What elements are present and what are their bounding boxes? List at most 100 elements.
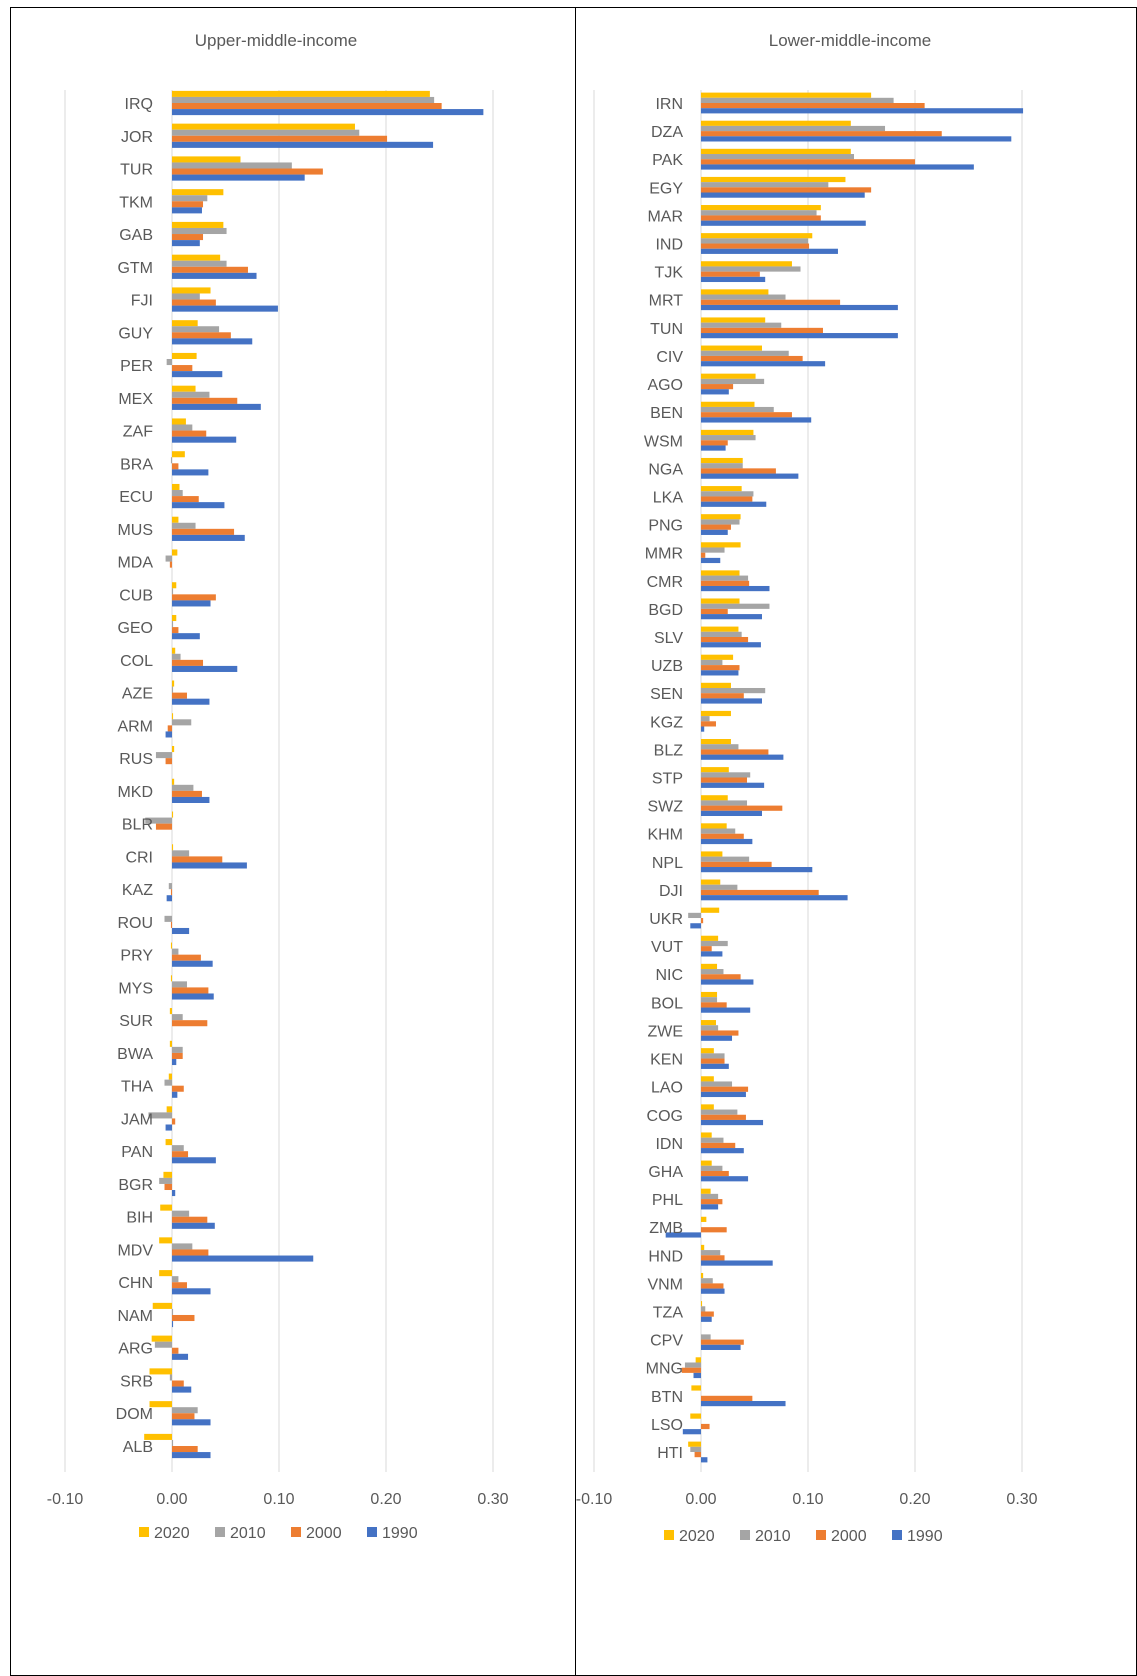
bar-2010-vut	[701, 940, 728, 947]
bar-2000-wsm	[701, 440, 728, 446]
bar-2010-bgr	[159, 1177, 172, 1184]
bar-2020-fji	[172, 287, 211, 294]
category-label-bra: BRA	[120, 456, 153, 473]
bar-2000-lao	[701, 1086, 749, 1092]
bar-2010-cmr	[701, 575, 749, 581]
bar-2000-geo	[172, 627, 179, 634]
bar-2000-mar	[701, 215, 821, 221]
bar-2020-tkm	[172, 189, 224, 196]
bar-1990-tza	[701, 1316, 712, 1322]
bar-2020-swz	[701, 795, 728, 801]
bar-2020-btn	[691, 1385, 701, 1391]
bar-1990-mrt	[701, 304, 898, 311]
bar-1990-mdv	[172, 1255, 314, 1262]
bar-1990-phl	[701, 1204, 719, 1210]
legend-label-2010: 2010	[755, 1528, 791, 1545]
bar-2020-bra	[172, 451, 185, 458]
bar-2010-mkd	[172, 784, 194, 791]
bar-2020-nga	[701, 457, 743, 464]
bar-2010-gtm	[172, 260, 227, 267]
category-label-gtm: GTM	[117, 260, 153, 277]
x-tick-label: 0.30	[477, 1491, 508, 1508]
bar-2020-gab	[172, 221, 224, 228]
category-label-chn: CHN	[118, 1275, 153, 1292]
bar-1990-pan	[172, 1157, 216, 1164]
legend-swatch-1990	[367, 1527, 377, 1537]
bar-1990-lao	[701, 1091, 746, 1098]
bar-2020-zwe	[701, 1020, 716, 1026]
bar-2000-stp	[701, 777, 748, 783]
category-label-mdv: MDV	[117, 1242, 153, 1259]
bar-2010-bol	[701, 997, 718, 1003]
bar-2000-mmr	[701, 552, 706, 558]
bar-2020-stp	[701, 767, 729, 773]
bar-2000-jor	[172, 135, 388, 142]
category-label-per: PER	[120, 358, 153, 375]
bar-2020-mkd	[172, 778, 175, 785]
bar-1990-stp	[701, 782, 765, 788]
bar-1990-nga	[701, 473, 799, 479]
bar-2010-mex	[172, 391, 210, 398]
bar-1990-lka	[701, 501, 767, 507]
bar-2000-vut	[701, 946, 712, 952]
bar-2020-tza	[701, 1301, 703, 1307]
bar-2020-cmr	[701, 570, 740, 576]
bar-2000-ken	[701, 1058, 725, 1064]
x-tick-label: -0.10	[576, 1491, 612, 1508]
bar-2000-dji	[701, 889, 819, 896]
bar-2010-dza	[701, 125, 886, 132]
bar-1990-cpv	[701, 1344, 741, 1350]
bar-1990-nic	[701, 979, 754, 985]
category-label-ind: IND	[655, 237, 683, 254]
bar-2000-mdv	[172, 1249, 209, 1256]
bar-2010-mar	[701, 210, 817, 216]
bar-1990-ben	[701, 417, 812, 423]
bar-1990-jor	[172, 141, 434, 148]
bar-1990-mus	[172, 534, 245, 541]
bar-1990-gha	[701, 1176, 749, 1182]
bar-2020-kgz	[701, 710, 731, 717]
category-label-sur: SUR	[119, 1013, 153, 1030]
bar-1990-guy	[172, 338, 253, 345]
bar-2010-rus	[155, 752, 172, 759]
category-label-jor: JOR	[121, 129, 153, 146]
category-label-tun: TUN	[650, 321, 683, 338]
bar-1990-bih	[172, 1222, 215, 1229]
bar-2000-alb	[172, 1446, 198, 1453]
category-label-bih: BIH	[126, 1210, 153, 1227]
bar-1990-uzb	[701, 670, 739, 676]
bar-2010-egy	[701, 182, 829, 188]
category-label-vut: VUT	[651, 939, 683, 956]
bar-1990-lso	[682, 1429, 701, 1435]
bar-2020-tur	[172, 156, 241, 163]
bar-2000-nic	[701, 974, 741, 980]
bar-2020-mmr	[701, 542, 741, 548]
bar-2020-cub	[172, 582, 177, 589]
category-label-zmb: ZMB	[649, 1220, 683, 1237]
category-label-idn: IDN	[655, 1136, 683, 1153]
bar-2020-tha	[168, 1073, 172, 1080]
bar-2000-hti	[694, 1452, 701, 1458]
bar-1990-per	[172, 371, 223, 378]
bar-1990-tur	[172, 174, 305, 181]
bar-2000-rou	[170, 921, 172, 928]
bar-2020-bgr	[163, 1171, 172, 1178]
bar-2000-phl	[701, 1199, 723, 1205]
bar-2010-arm	[172, 719, 192, 726]
bar-2010-col	[172, 653, 181, 660]
bar-1990-bgd	[701, 614, 762, 620]
bar-1990-blz	[701, 754, 784, 760]
bar-2020-bwa	[169, 1040, 172, 1047]
bar-1990-vut	[701, 951, 723, 957]
bar-2020-rus	[172, 746, 175, 753]
bar-2020-pak	[701, 148, 851, 155]
bar-2000-ecu	[172, 496, 199, 503]
bar-1990-zaf	[172, 436, 237, 443]
bar-2000-zaf	[172, 430, 207, 437]
bar-2010-zwe	[701, 1025, 719, 1031]
category-label-mus: MUS	[117, 522, 153, 539]
bar-1990-zwe	[701, 1035, 733, 1041]
bar-1990-gab	[172, 240, 200, 247]
category-label-bol: BOL	[651, 995, 683, 1012]
category-label-srb: SRB	[120, 1373, 153, 1390]
